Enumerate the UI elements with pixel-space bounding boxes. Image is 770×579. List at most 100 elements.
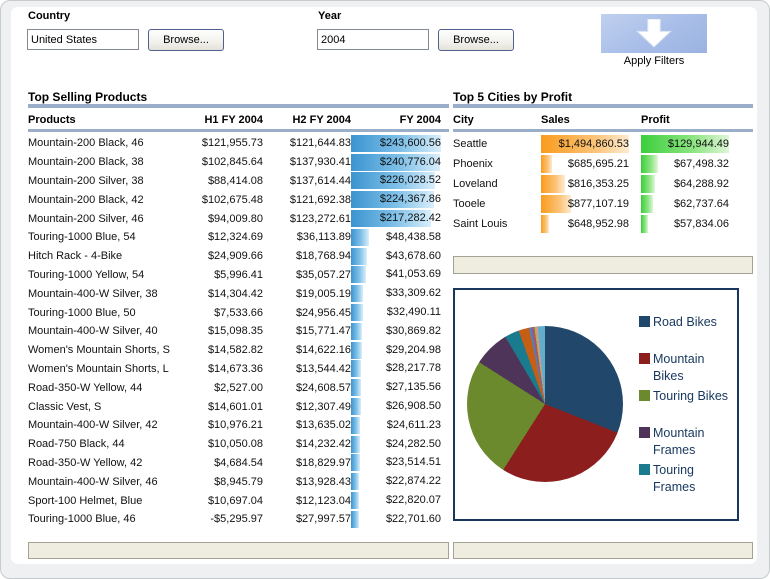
fy-value-cell: $30,869.82: [351, 322, 441, 340]
legend-item: Road Bikes: [639, 314, 735, 331]
h2-value-cell: $13,544.42: [295, 362, 351, 375]
fy-value-text: $224,367.86: [379, 193, 441, 206]
fy-value-cell: $226,028.52: [351, 172, 441, 190]
profit-data-bar: [641, 215, 648, 233]
apply-filters-button[interactable]: [601, 14, 707, 53]
fy-value-cell: $243,600.56: [351, 134, 441, 152]
fy-value-cell: $22,820.07: [351, 492, 441, 510]
fy-value-text: $226,028.52: [379, 174, 441, 187]
apply-filters-label: Apply Filters: [623, 55, 685, 67]
column-header-products: Products: [28, 113, 76, 126]
fy-data-bar: [351, 304, 363, 322]
fy-data-bar: [351, 266, 367, 284]
product-name-cell: Mountain-200 Silver, 38: [28, 174, 144, 187]
table-row: Touring-1000 Blue, 54 $12,324.69 $36,113.8…: [28, 228, 441, 247]
column-header-fy: FY 2004: [399, 113, 441, 126]
profit-data-bar: [641, 135, 729, 153]
h1-value-cell: $94,009.80: [207, 212, 263, 225]
city-name-cell: Seattle: [453, 138, 488, 150]
h1-value-cell: $2,527.00: [214, 381, 263, 394]
table-row: Mountain-400-W Silver, 46 $8,945.79 $13,92…: [28, 472, 441, 491]
h1-value-cell: $102,845.64: [201, 156, 263, 169]
table-row: Sport-100 Helmet, Blue $10,697.04 $12,123.…: [28, 491, 441, 510]
h1-value-cell: $24,909.66: [207, 250, 263, 263]
country-browse-button[interactable]: Browse...: [148, 29, 224, 51]
legend-label: Mountain Frames: [653, 426, 705, 457]
legend-label: Touring Bikes: [653, 389, 729, 403]
h2-value-cell: $137,930.41: [289, 156, 351, 169]
legend-label: Mountain Bikes: [653, 352, 705, 383]
fy-data-bar: [351, 322, 363, 340]
table-row: Touring-1000 Yellow, 54 $5,996.41 $35,057.…: [28, 266, 441, 285]
cities-header-row: City Sales Profit: [453, 111, 753, 128]
fy-value-cell: $224,367.86: [351, 191, 441, 209]
cities-panel-title: Top 5 Cities by Profit: [453, 90, 573, 104]
year-browse-button[interactable]: Browse...: [438, 29, 514, 51]
fy-data-bar: [351, 398, 361, 416]
sales-value-cell: $648,952.98: [541, 215, 629, 233]
h1-value-cell: $8,945.79: [214, 475, 263, 488]
sales-data-bar: [541, 135, 629, 153]
h1-value-cell: $88,414.08: [207, 174, 263, 187]
title-rule: [28, 104, 449, 108]
legend-label: Road Bikes: [653, 315, 717, 329]
country-input[interactable]: [27, 29, 139, 50]
product-name-cell: Touring-1000 Blue, 50: [28, 306, 136, 319]
table-row: Tooele $877,107.19 $62,737.64: [453, 194, 753, 214]
h2-value-cell: $24,608.57: [295, 381, 351, 394]
fy-value-text: $32,490.11: [386, 306, 441, 319]
table-row: Road-350-W Yellow, 42 $4,684.54 $18,829.97…: [28, 454, 441, 473]
pie-chart: [467, 326, 623, 482]
city-name-cell: Tooele: [453, 198, 486, 210]
sales-value-text: $877,107.19: [567, 198, 629, 210]
profit-value-text: $57,834.06: [673, 218, 729, 230]
title-rule: [453, 104, 753, 108]
fy-value-cell: $43,678.60: [351, 247, 441, 265]
fy-data-bar: [351, 172, 435, 190]
product-name-cell: Hitch Rack - 4-Bike: [28, 250, 123, 263]
product-name-cell: Mountain-200 Silver, 46: [28, 212, 144, 225]
legend-swatch: [639, 464, 650, 475]
fy-data-bar: [351, 510, 360, 528]
legend-swatch: [639, 316, 650, 327]
table-row: Mountain-200 Silver, 38 $88,414.08 $137,61…: [28, 172, 441, 191]
product-name-cell: Mountain-200 Black, 42: [28, 193, 144, 206]
down-arrow-icon: [636, 19, 672, 48]
h1-value-cell: $12,324.69: [207, 231, 263, 244]
fy-data-bar: [351, 191, 434, 209]
fy-value-cell: $29,204.98: [351, 341, 441, 359]
h1-value-cell: $102,675.48: [201, 193, 263, 206]
fy-data-bar: [351, 285, 364, 303]
legend-swatch: [639, 427, 650, 438]
year-label: Year: [318, 10, 342, 22]
sales-value-text: $685,695.21: [567, 158, 629, 170]
year-input[interactable]: [317, 29, 429, 50]
sales-data-bar: [541, 155, 553, 173]
product-name-cell: Mountain-400-W Silver, 42: [28, 419, 158, 432]
header-rule: [28, 129, 449, 132]
table-row: Women's Mountain Shorts, S $14,582.82 $14,…: [28, 341, 441, 360]
products-table-body: Mountain-200 Black, 46 $121,955.73 $121,64…: [28, 134, 441, 529]
product-name-cell: Road-350-W Yellow, 42: [28, 456, 143, 469]
fy-value-text: $22,820.07: [385, 494, 441, 507]
city-name-cell: Saint Louis: [453, 218, 508, 230]
table-row: Saint Louis $648,952.98 $57,834.06: [453, 214, 753, 234]
products-header-row: Products H1 FY 2004 H2 FY 2004 FY 2004: [28, 111, 441, 128]
h1-value-cell: $14,582.82: [207, 344, 263, 357]
sales-data-bar: [541, 175, 565, 193]
fy-data-bar: [351, 492, 360, 510]
table-row: Mountain-400-W Silver, 38 $14,304.42 $19,0…: [28, 284, 441, 303]
fy-value-cell: $22,874.22: [351, 473, 441, 491]
fy-data-bar: [351, 379, 361, 397]
fy-data-bar: [351, 134, 441, 152]
fy-value-cell: $48,438.58: [351, 228, 441, 246]
sales-value-text: $648,952.98: [567, 218, 629, 230]
fy-value-text: $27,135.56: [385, 381, 441, 394]
fy-data-bar: [351, 360, 362, 378]
profit-value-cell: $67,498.32: [641, 155, 729, 173]
table-row: Road-350-W Yellow, 44 $2,527.00 $24,608.57…: [28, 378, 441, 397]
fy-value-cell: $24,611.23: [351, 416, 441, 434]
pie-chart-panel: Road Bikes Mountain Bikes Touring Bikes Mou…: [453, 288, 739, 521]
legend-swatch: [639, 390, 650, 401]
